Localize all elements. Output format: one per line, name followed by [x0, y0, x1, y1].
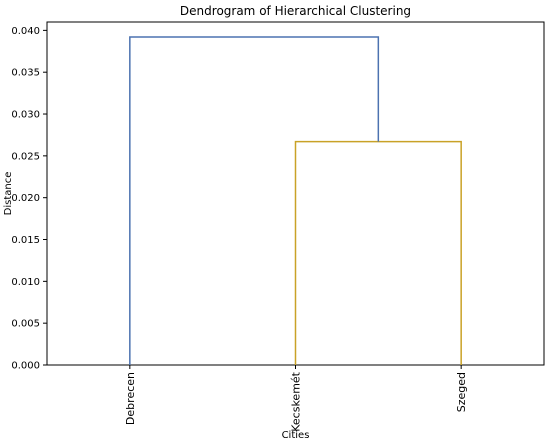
x-tick-label: Debrecen [124, 372, 137, 425]
chart-title: Dendrogram of Hierarchical Clustering [180, 4, 411, 18]
x-tick-label: Kecskemét [290, 371, 303, 431]
dendrogram-link [129, 36, 380, 365]
x-axis-label: Cities [282, 430, 310, 441]
y-tick-label: 0.030 [11, 110, 40, 121]
y-tick-label: 0.010 [11, 277, 40, 288]
y-tick-label: 0.005 [11, 319, 40, 330]
y-tick-label: 0.040 [11, 26, 40, 37]
x-axis-ticks: Debrecen Kecskemét Szeged [124, 365, 468, 432]
y-tick-label: 0.035 [11, 68, 40, 79]
y-axis-ticks: 0.000 0.005 0.010 0.015 0.020 0.025 0.030 0.035… [11, 26, 47, 372]
dendrogram-links [129, 36, 462, 365]
y-tick-label: 0.025 [11, 151, 40, 162]
dendrogram-link [294, 140, 462, 365]
y-tick-label: 0.000 [11, 361, 40, 372]
y-tick-label: 0.015 [11, 235, 40, 246]
y-tick-label: 0.020 [11, 193, 40, 204]
x-tick-label: Szeged [455, 372, 468, 412]
y-axis-label: Distance [3, 172, 14, 216]
